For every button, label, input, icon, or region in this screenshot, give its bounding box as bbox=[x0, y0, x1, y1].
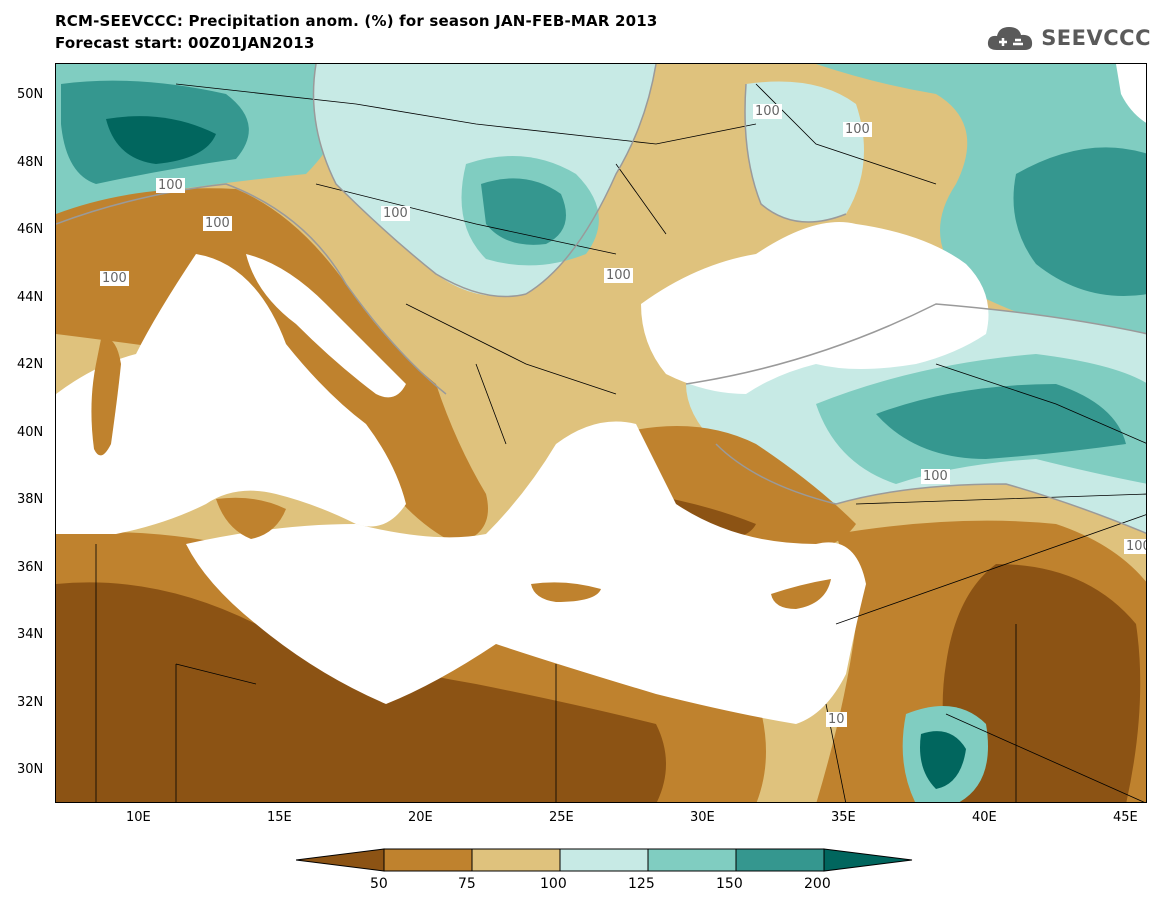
contour-label: 100 bbox=[843, 122, 872, 137]
lon-label: 10E bbox=[126, 810, 151, 825]
lat-label: 30N bbox=[17, 762, 44, 777]
title-line-2: Forecast start: 00Z01JAN2013 bbox=[55, 34, 315, 52]
colorbar-segment bbox=[647, 848, 737, 872]
colorbar-label: 150 bbox=[716, 876, 743, 892]
seevccc-logo: SEEVCCC bbox=[985, 22, 1151, 54]
lat-label: 50N bbox=[17, 87, 44, 102]
colorbar-label: 50 bbox=[370, 876, 388, 892]
colorbar-label: 75 bbox=[458, 876, 476, 892]
lon-label: 30E bbox=[690, 810, 715, 825]
colorbar-segment bbox=[471, 848, 561, 872]
colorbar-segment bbox=[296, 848, 385, 872]
title-line-1: RCM-SEEVCCC: Precipitation anom. (%) for… bbox=[55, 12, 658, 30]
precipitation-anomaly-map: 100 100 100 100 100 100 100 100 100 10 bbox=[55, 63, 1147, 803]
colorbar-segment bbox=[823, 848, 913, 872]
lat-label: 40N bbox=[17, 425, 44, 440]
lat-label: 42N bbox=[17, 357, 44, 372]
contour-label: 100 bbox=[100, 271, 129, 286]
lon-label: 25E bbox=[549, 810, 574, 825]
contour-label: 10 bbox=[826, 712, 847, 727]
contour-label: 100 bbox=[381, 206, 410, 221]
contour-label: 100 bbox=[203, 216, 232, 231]
lat-label: 34N bbox=[17, 627, 44, 642]
lat-label: 36N bbox=[17, 560, 44, 575]
contour-label: 100 bbox=[921, 469, 950, 484]
lat-label: 32N bbox=[17, 695, 44, 710]
lat-label: 48N bbox=[17, 155, 44, 170]
contour-label: 100 bbox=[604, 268, 633, 283]
colorbar-segment bbox=[559, 848, 649, 872]
map-canvas bbox=[56, 64, 1146, 802]
logo-text: SEEVCCC bbox=[1041, 26, 1151, 50]
lat-label: 38N bbox=[17, 492, 44, 507]
colorbar-segment bbox=[383, 848, 473, 872]
colorbar-label: 100 bbox=[540, 876, 567, 892]
colorbar-label: 125 bbox=[628, 876, 655, 892]
lon-label: 40E bbox=[972, 810, 997, 825]
lon-label: 15E bbox=[267, 810, 292, 825]
cloud-logo-icon bbox=[988, 27, 1033, 50]
contour-label: 100 bbox=[1124, 539, 1146, 554]
colorbar-segment bbox=[735, 848, 825, 872]
lat-label: 46N bbox=[17, 222, 44, 237]
lon-label: 35E bbox=[831, 810, 856, 825]
contour-label: 100 bbox=[753, 104, 782, 119]
contour-label: 100 bbox=[156, 178, 185, 193]
colorbar bbox=[296, 848, 913, 872]
lon-label: 45E bbox=[1113, 810, 1138, 825]
lat-label: 44N bbox=[17, 290, 44, 305]
colorbar-label: 200 bbox=[804, 876, 831, 892]
lon-label: 20E bbox=[408, 810, 433, 825]
